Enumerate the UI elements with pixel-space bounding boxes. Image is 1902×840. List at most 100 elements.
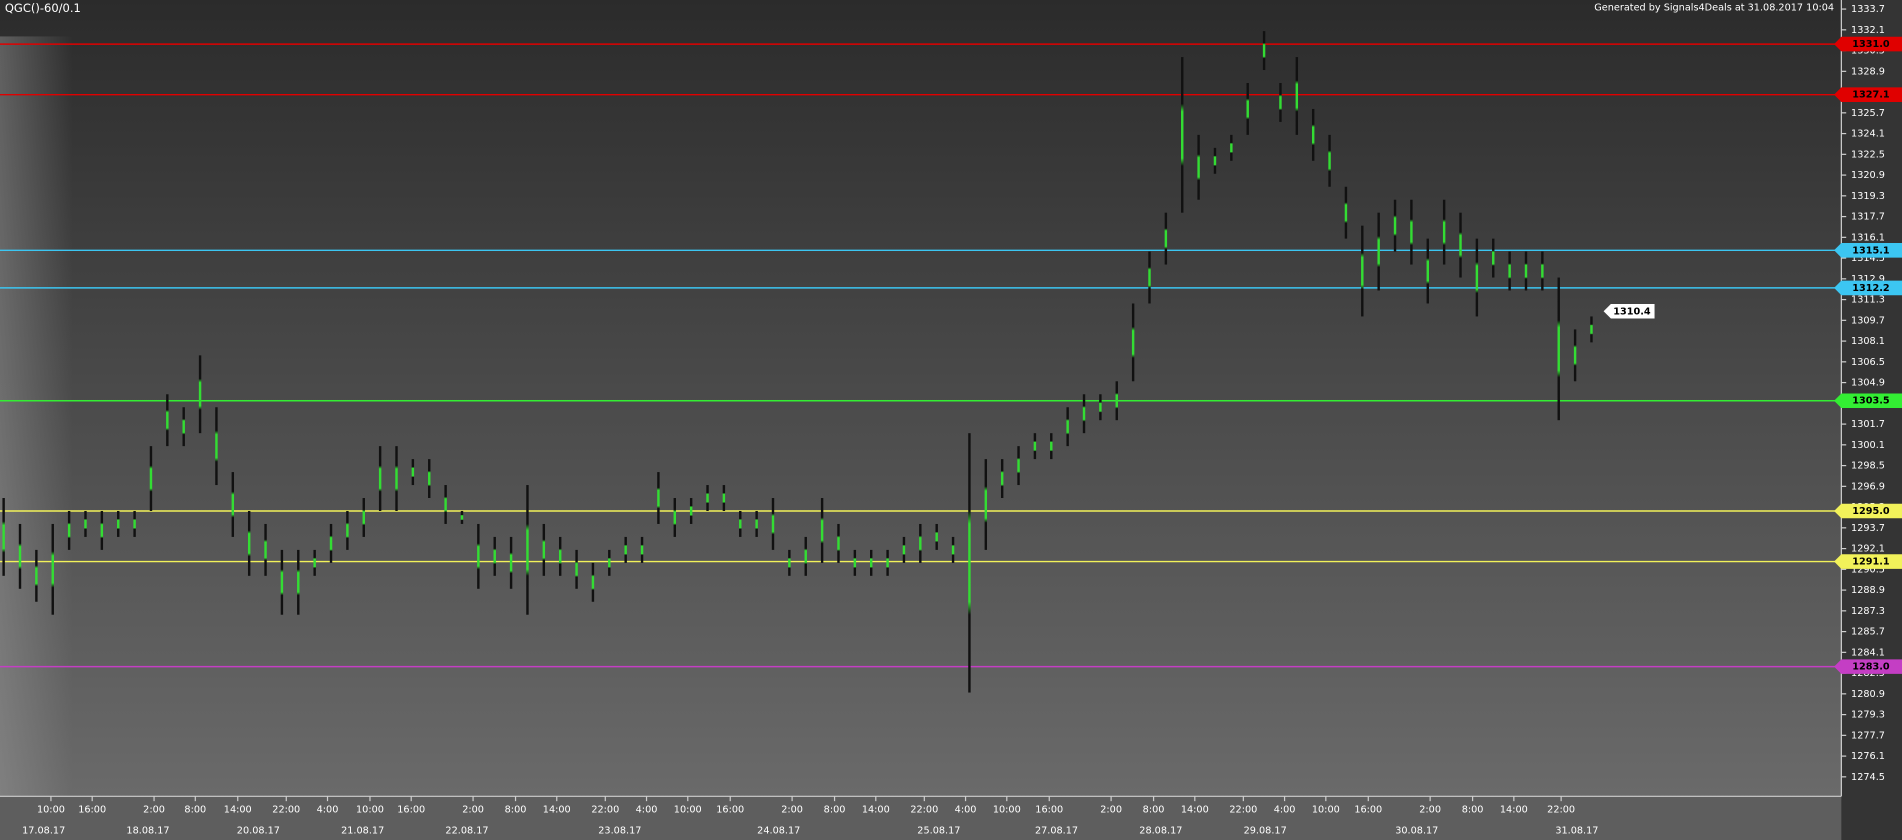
- level-tag: [1834, 393, 1902, 409]
- price-bar: [608, 549, 611, 576]
- y-tick-label: 1322.5: [1851, 149, 1885, 160]
- price-bar: [133, 510, 136, 537]
- price-bar: [1164, 212, 1168, 265]
- price-bar: [935, 523, 938, 550]
- price-bar: [804, 536, 807, 576]
- price-bar: [313, 549, 316, 576]
- x-tick-label: 4:00: [955, 805, 977, 816]
- price-bar: [542, 523, 546, 576]
- date-label: 20.08.17: [237, 825, 280, 836]
- y-tick-label: 1314.5: [1851, 253, 1885, 264]
- price-bar: [1377, 212, 1380, 291]
- x-tick-label: 16:00: [1035, 805, 1063, 816]
- x-tick-label: 16:00: [1354, 805, 1382, 816]
- y-tick-label: 1319.3: [1851, 191, 1885, 202]
- date-label: 27.08.17: [1035, 825, 1078, 836]
- level-tag: [1834, 554, 1902, 569]
- price-bar: [460, 510, 464, 524]
- x-tick-label: 22:00: [910, 805, 938, 816]
- price-bar: [1573, 329, 1577, 382]
- level-tag: [1834, 503, 1902, 519]
- y-tick-label: 1292.1: [1851, 544, 1885, 555]
- price-bar: [247, 510, 251, 576]
- y-tick-label: 1312.9: [1851, 274, 1885, 285]
- date-label: 29.08.17: [1244, 825, 1287, 836]
- x-tick-label: 2:00: [781, 805, 803, 816]
- price-bar: [493, 536, 496, 576]
- price-bar: [149, 446, 153, 511]
- price-bar: [1508, 251, 1511, 291]
- price-bar: [1426, 238, 1429, 304]
- price-bar: [771, 498, 775, 550]
- y-tick-label: 1311.3: [1851, 295, 1885, 306]
- y-tick-label: 1287.3: [1851, 606, 1885, 617]
- price-bar: [673, 498, 676, 537]
- price-bar: [739, 510, 742, 537]
- x-tick-label: 10:00: [1312, 805, 1340, 816]
- price-bar: [362, 498, 365, 537]
- price-bar: [1246, 83, 1249, 135]
- x-tick-label: 2:00: [1419, 805, 1441, 816]
- price-bar: [886, 549, 889, 576]
- price-bar: [951, 536, 955, 563]
- price-bar: [51, 523, 54, 615]
- y-tick-label: 1301.7: [1851, 419, 1885, 430]
- price-bar: [820, 498, 824, 563]
- price-bar: [984, 459, 988, 550]
- price-bar: [378, 446, 382, 511]
- y-tick-label: 1290.5: [1851, 564, 1885, 575]
- level-tag: [1834, 659, 1902, 674]
- level-label: 1303.5: [1852, 396, 1890, 407]
- x-tick-label: 14:00: [1500, 805, 1528, 816]
- plot-layer: 1274.51276.11277.71279.31280.91282.51284…: [0, 4, 1902, 836]
- price-bar: [1279, 83, 1282, 122]
- x-tick-label: 8:00: [1143, 805, 1165, 816]
- y-tick-label: 1306.5: [1851, 357, 1885, 368]
- price-bar: [1148, 251, 1151, 304]
- price-bar: [1115, 381, 1118, 421]
- price-bar: [1181, 57, 1184, 213]
- price-bar: [231, 472, 235, 537]
- x-tick-label: 4:00: [1274, 805, 1296, 816]
- price-bar: [2, 498, 5, 576]
- last-price-tag: [1603, 303, 1655, 319]
- x-tick-label: 16:00: [78, 805, 106, 816]
- price-bar: [919, 523, 922, 563]
- price-bar: [788, 549, 791, 576]
- x-tick-label: 22:00: [272, 805, 300, 816]
- price-bar: [591, 562, 595, 602]
- y-tick-label: 1304.9: [1851, 378, 1885, 389]
- price-bar: [1033, 433, 1037, 460]
- price-bar: [198, 355, 202, 434]
- y-tick-label: 1280.9: [1851, 689, 1885, 700]
- price-bar: [1410, 199, 1413, 265]
- price-bar: [968, 433, 971, 693]
- price-bar: [329, 523, 333, 563]
- x-tick-label: 14:00: [224, 805, 252, 816]
- price-bar: [1262, 31, 1266, 71]
- price-bar: [1475, 238, 1479, 317]
- price-bar: [509, 536, 513, 589]
- price-bar: [1295, 57, 1299, 135]
- price-bar: [182, 407, 185, 447]
- price-bar: [1344, 186, 1348, 239]
- price-bar: [1524, 251, 1528, 291]
- price-bar: [297, 549, 300, 615]
- volume-profile: [0, 36, 73, 797]
- price-bar: [1017, 446, 1020, 486]
- level-label: 1331.0: [1852, 39, 1890, 50]
- y-tick-label: 1308.1: [1851, 336, 1885, 347]
- price-bar: [1328, 134, 1331, 187]
- price-bar: [1459, 212, 1462, 278]
- price-bar: [346, 510, 349, 550]
- price-bar: [853, 549, 857, 576]
- price-bar: [100, 510, 104, 550]
- price-bar: [1541, 251, 1544, 291]
- y-tick-label: 1296.9: [1851, 481, 1885, 492]
- y-tick-label: 1328.9: [1851, 66, 1885, 77]
- price-bar: [1099, 394, 1102, 421]
- date-label: 28.08.17: [1139, 825, 1182, 836]
- price-bar: [428, 459, 431, 499]
- price-bar: [18, 523, 22, 589]
